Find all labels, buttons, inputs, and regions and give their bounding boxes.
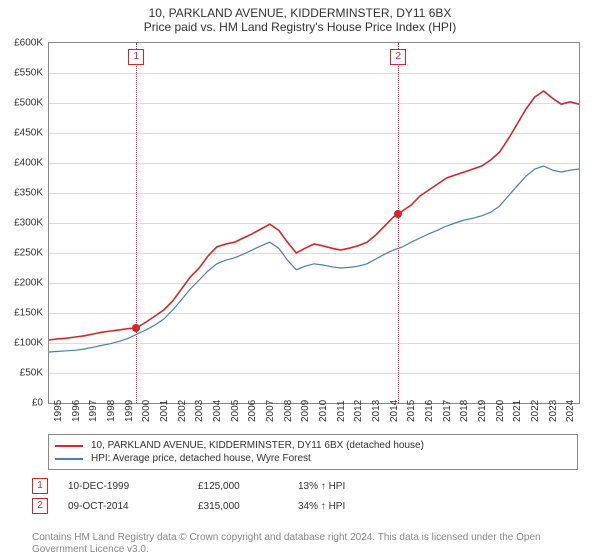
x-axis-label: 2000 (141, 400, 152, 422)
title-address: 10, PARKLAND AVENUE, KIDDERMINSTER, DY11… (0, 0, 600, 20)
x-axis-label: 2016 (424, 400, 435, 422)
sale-row: 1 10-DEC-1999 £125,000 13% ↑ HPI (32, 476, 578, 496)
chart-lines (49, 43, 579, 403)
sale-delta: 13% ↑ HPI (298, 481, 578, 492)
legend-swatch (55, 445, 83, 447)
footer-attribution: Contains HM Land Registry data © Crown c… (32, 532, 578, 556)
legend-label: 10, PARKLAND AVENUE, KIDDERMINSTER, DY11… (91, 440, 424, 451)
x-axis-label: 2004 (212, 400, 223, 422)
x-axis-label: 2010 (318, 400, 329, 422)
x-axis-label: 2006 (247, 400, 258, 422)
sale-price: £125,000 (198, 481, 298, 492)
y-axis-label: £550K (14, 68, 43, 79)
y-axis-label: £400K (14, 158, 43, 169)
y-axis-label: £200K (14, 278, 43, 289)
y-axis-label: £100K (14, 338, 43, 349)
legend-swatch (55, 458, 83, 460)
y-axis-label: £50K (20, 368, 43, 379)
sale-marker-icon: 2 (32, 498, 48, 514)
x-axis-label: 2017 (442, 400, 453, 422)
sale-row: 2 09-OCT-2014 £315,000 34% ↑ HPI (32, 496, 578, 516)
sale-date: 10-DEC-1999 (68, 481, 198, 492)
x-axis-label: 1998 (106, 400, 117, 422)
x-axis-label: 2007 (265, 400, 276, 422)
legend-item: 10, PARKLAND AVENUE, KIDDERMINSTER, DY11… (55, 439, 571, 452)
x-axis-label: 2018 (459, 400, 470, 422)
title-subtitle: Price paid vs. HM Land Registry's House … (0, 20, 600, 38)
y-axis-label: £250K (14, 248, 43, 259)
x-axis-label: 2013 (371, 400, 382, 422)
x-axis-label: 2015 (406, 400, 417, 422)
y-axis-label: £300K (14, 218, 43, 229)
x-axis-label: 2002 (177, 400, 188, 422)
sale-marker-dot (394, 210, 402, 218)
x-axis-label: 2014 (389, 400, 400, 422)
sale-price: £315,000 (198, 501, 298, 512)
sale-marker-box: 2 (390, 49, 406, 65)
sale-date: 09-OCT-2014 (68, 501, 198, 512)
sale-marker-box: 1 (128, 49, 144, 65)
y-axis-label: £450K (14, 128, 43, 139)
sale-marker-dot (132, 324, 140, 332)
x-axis-label: 2011 (336, 400, 347, 422)
page: 10, PARKLAND AVENUE, KIDDERMINSTER, DY11… (0, 0, 600, 560)
legend: 10, PARKLAND AVENUE, KIDDERMINSTER, DY11… (48, 434, 578, 470)
y-axis-label: £150K (14, 308, 43, 319)
legend-label: HPI: Average price, detached house, Wyre… (91, 453, 311, 464)
x-axis-label: 2020 (495, 400, 506, 422)
x-axis-label: 2008 (283, 400, 294, 422)
x-axis-label: 2023 (548, 400, 559, 422)
x-axis-label: 2022 (530, 400, 541, 422)
x-axis-label: 2003 (194, 400, 205, 422)
x-axis-label: 2024 (565, 400, 576, 422)
legend-item: HPI: Average price, detached house, Wyre… (55, 452, 571, 465)
x-axis-label: 1996 (71, 400, 82, 422)
x-axis-label: 1997 (88, 400, 99, 422)
sale-delta: 34% ↑ HPI (298, 501, 578, 512)
sale-marker-icon: 1 (32, 478, 48, 494)
series-property (49, 91, 579, 340)
sales-table: 1 10-DEC-1999 £125,000 13% ↑ HPI 2 09-OC… (32, 476, 578, 516)
x-axis-label: 2009 (300, 400, 311, 422)
y-axis-label: £0 (32, 398, 43, 409)
sale-vertical-line (136, 43, 137, 403)
x-axis-label: 2001 (159, 400, 170, 422)
x-axis-label: 2019 (477, 400, 488, 422)
y-axis-label: £350K (14, 188, 43, 199)
y-axis-label: £500K (14, 98, 43, 109)
x-axis-label: 2021 (512, 400, 523, 422)
price-chart: £0£50K£100K£150K£200K£250K£300K£350K£400… (48, 42, 580, 404)
sale-vertical-line (398, 43, 399, 403)
series-hpi (49, 166, 579, 352)
y-axis-label: £600K (14, 38, 43, 49)
x-axis-label: 1995 (53, 400, 64, 422)
x-axis-label: 2005 (230, 400, 241, 422)
x-axis-label: 2012 (353, 400, 364, 422)
x-axis-label: 1999 (124, 400, 135, 422)
